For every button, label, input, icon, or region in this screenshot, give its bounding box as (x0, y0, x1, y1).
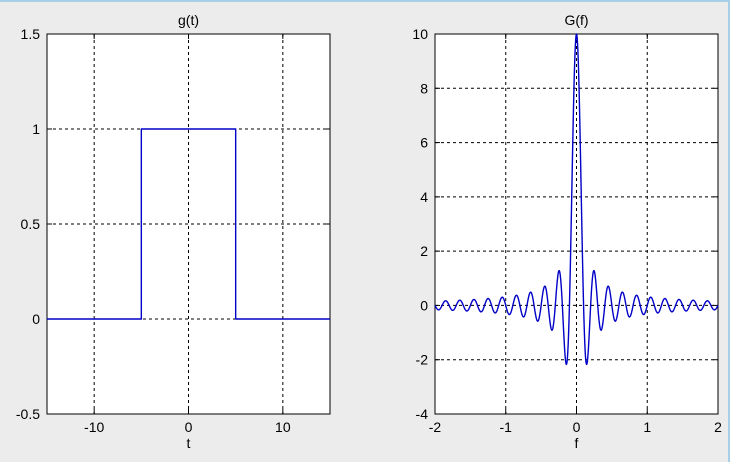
x-tick-label: -10 (84, 419, 104, 435)
x-tick-label: 2 (714, 419, 722, 435)
tick-labels-left: -10 0 10 -0.5 0 0.5 1 1.5 (16, 26, 291, 435)
y-tick-label: -0.5 (16, 406, 40, 422)
x-tick-label: 0 (185, 419, 193, 435)
y-tick-label: 4 (420, 189, 428, 205)
y-tick-label: 1 (32, 121, 40, 137)
y-tick-label: 0.5 (21, 216, 41, 232)
y-tick-label: 1.5 (21, 26, 41, 42)
plot-area-right (434, 33, 719, 415)
y-tick-label: 10 (412, 26, 428, 42)
series-line-G (434, 33, 719, 366)
plot-g-t: -10 0 10 -0.5 0 0.5 1 1.5 g(t) t (16, 12, 331, 451)
y-tick-label: 2 (420, 243, 428, 259)
y-tick-label: -2 (416, 352, 429, 368)
grid-right (435, 34, 718, 414)
x-tick-label: 0 (573, 419, 581, 435)
series-line-g (47, 128, 330, 320)
x-tick-label: 1 (643, 419, 651, 435)
y-tick-label: 6 (420, 135, 428, 151)
y-tick-label: -4 (416, 406, 429, 422)
chart-title-right: G(f) (564, 12, 588, 28)
chart-title-left: g(t) (178, 12, 199, 28)
y-tick-label: 0 (420, 297, 428, 313)
x-axis-label-left: t (187, 435, 191, 451)
x-tick-label: -1 (500, 419, 513, 435)
x-tick-label: 10 (275, 419, 291, 435)
ticks-right (434, 33, 719, 415)
x-tick-label: -2 (429, 419, 442, 435)
y-tick-label: 0 (32, 311, 40, 327)
y-tick-label: 8 (420, 80, 428, 96)
x-axis-label-right: f (575, 435, 579, 451)
